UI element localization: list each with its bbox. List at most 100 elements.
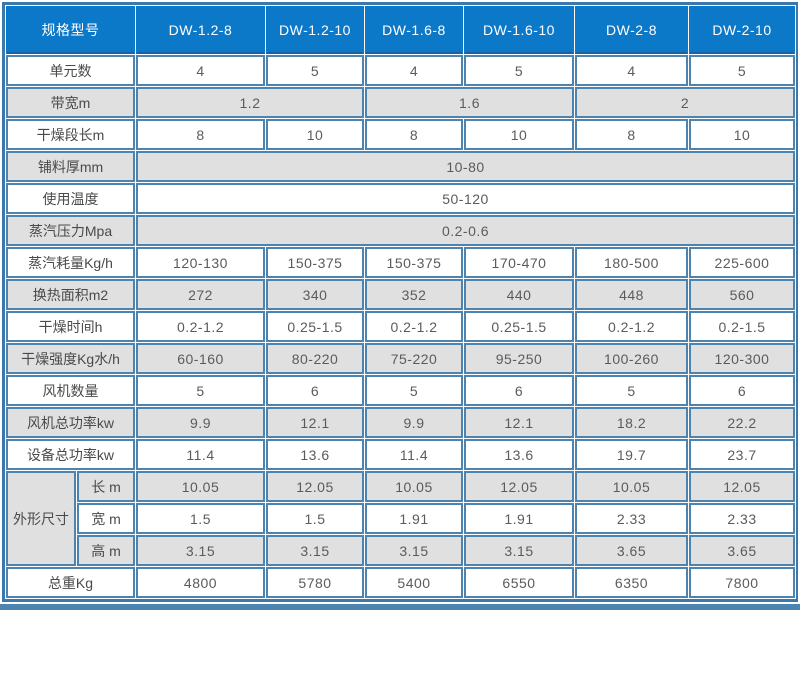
cell: 3.65 [689, 535, 795, 566]
cell: 4 [365, 55, 463, 86]
cell: 9.9 [365, 407, 463, 438]
cell: 6550 [464, 567, 574, 598]
cell: 7800 [689, 567, 795, 598]
cell: 8 [136, 119, 265, 150]
cell: 560 [689, 279, 795, 310]
row-heat-exchange-area: 换热面积m2 272 340 352 440 448 560 [6, 279, 795, 310]
dimensions-group-label: 外形尺寸 [6, 471, 76, 566]
row-dimension-height: 高 m 3.15 3.15 3.15 3.15 3.65 3.65 [6, 535, 795, 566]
row-dimension-width: 宽 m 1.5 1.5 1.91 1.91 2.33 2.33 [6, 503, 795, 534]
cell: 22.2 [689, 407, 795, 438]
cell: 8 [365, 119, 463, 150]
cell: 100-260 [575, 343, 688, 374]
spec-table: 规格型号 DW-1.2-8 DW-1.2-10 DW-1.6-8 DW-1.6-… [5, 5, 796, 599]
cell: 10.05 [365, 471, 463, 502]
cell: 225-600 [689, 247, 795, 278]
row-label: 设备总功率kw [6, 439, 135, 470]
cell: 2.33 [689, 503, 795, 534]
cell: 4 [575, 55, 688, 86]
cell: 4 [136, 55, 265, 86]
row-label: 干燥强度Kg水/h [6, 343, 135, 374]
cell: 5 [689, 55, 795, 86]
row-dimension-length: 外形尺寸 长 m 10.05 12.05 10.05 12.05 10.05 1… [6, 471, 795, 566]
cell: 11.4 [136, 439, 265, 470]
row-label: 带宽m [6, 87, 135, 118]
row-unit-count: 单元数 4 5 4 5 4 5 [6, 55, 795, 86]
cell: 0.25-1.5 [266, 311, 364, 342]
row-steam-consumption: 蒸汽耗量Kg/h 120-130 150-375 150-375 170-470… [6, 247, 795, 278]
cell: 1.6 [365, 87, 574, 118]
cell: 0.2-1.2 [365, 311, 463, 342]
row-label: 长 m [77, 471, 135, 502]
cell: 2.33 [575, 503, 688, 534]
cell: 3.15 [266, 535, 364, 566]
cell: 95-250 [464, 343, 574, 374]
row-label: 蒸汽耗量Kg/h [6, 247, 135, 278]
row-label: 干燥段长m [6, 119, 135, 150]
row-operating-temperature: 使用温度 50-120 [6, 183, 795, 214]
row-drying-intensity: 干燥强度Kg水/h 60-160 80-220 75-220 95-250 10… [6, 343, 795, 374]
cell: 3.15 [464, 535, 574, 566]
row-equipment-total-power: 设备总功率kw 11.4 13.6 11.4 13.6 19.7 23.7 [6, 439, 795, 470]
header-model-dw-1-2-10: DW-1.2-10 [266, 6, 364, 54]
row-label: 单元数 [6, 55, 135, 86]
cell: 1.5 [136, 503, 265, 534]
cell: 12.1 [464, 407, 574, 438]
cell: 272 [136, 279, 265, 310]
cell: 0.25-1.5 [464, 311, 574, 342]
cell: 10 [464, 119, 574, 150]
row-label: 高 m [77, 535, 135, 566]
cell: 352 [365, 279, 463, 310]
cell: 8 [575, 119, 688, 150]
cell: 6 [689, 375, 795, 406]
cell: 5400 [365, 567, 463, 598]
header-model-dw-2-8: DW-2-8 [575, 6, 688, 54]
cell: 10.05 [575, 471, 688, 502]
cell: 5 [365, 375, 463, 406]
row-label: 总重Kg [6, 567, 135, 598]
row-fan-total-power: 风机总功率kw 9.9 12.1 9.9 12.1 18.2 22.2 [6, 407, 795, 438]
header-spec-label: 规格型号 [6, 6, 135, 54]
cell: 13.6 [266, 439, 364, 470]
cell: 448 [575, 279, 688, 310]
row-fan-count: 风机数量 5 6 5 6 5 6 [6, 375, 795, 406]
cell: 0.2-1.5 [689, 311, 795, 342]
cell: 18.2 [575, 407, 688, 438]
cell: 170-470 [464, 247, 574, 278]
cell: 6350 [575, 567, 688, 598]
cell: 1.2 [136, 87, 364, 118]
cell: 120-300 [689, 343, 795, 374]
row-label: 使用温度 [6, 183, 135, 214]
cell: 10 [689, 119, 795, 150]
cell: 80-220 [266, 343, 364, 374]
row-label: 蒸汽压力Mpa [6, 215, 135, 246]
cell: 12.1 [266, 407, 364, 438]
cell: 0.2-1.2 [136, 311, 265, 342]
cell: 5 [575, 375, 688, 406]
row-drying-time: 干燥时间h 0.2-1.2 0.25-1.5 0.2-1.2 0.25-1.5 … [6, 311, 795, 342]
cell: 1.91 [464, 503, 574, 534]
spec-table-frame: 规格型号 DW-1.2-8 DW-1.2-10 DW-1.6-8 DW-1.6-… [2, 2, 798, 602]
cell: 4800 [136, 567, 265, 598]
cell: 11.4 [365, 439, 463, 470]
cell: 3.15 [365, 535, 463, 566]
cell: 60-160 [136, 343, 265, 374]
header-model-dw-1-2-8: DW-1.2-8 [136, 6, 265, 54]
cell: 23.7 [689, 439, 795, 470]
cell: 10-80 [136, 151, 795, 182]
row-label: 宽 m [77, 503, 135, 534]
bottom-border-band [0, 604, 800, 610]
row-steam-pressure: 蒸汽压力Mpa 0.2-0.6 [6, 215, 795, 246]
cell: 5 [266, 55, 364, 86]
cell: 12.05 [689, 471, 795, 502]
row-label: 铺料厚mm [6, 151, 135, 182]
cell: 10 [266, 119, 364, 150]
header-model-dw-1-6-10: DW-1.6-10 [464, 6, 574, 54]
cell: 50-120 [136, 183, 795, 214]
cell: 1.5 [266, 503, 364, 534]
cell: 3.15 [136, 535, 265, 566]
header-row: 规格型号 DW-1.2-8 DW-1.2-10 DW-1.6-8 DW-1.6-… [6, 6, 795, 54]
row-label: 干燥时间h [6, 311, 135, 342]
cell: 5 [136, 375, 265, 406]
row-label: 风机数量 [6, 375, 135, 406]
